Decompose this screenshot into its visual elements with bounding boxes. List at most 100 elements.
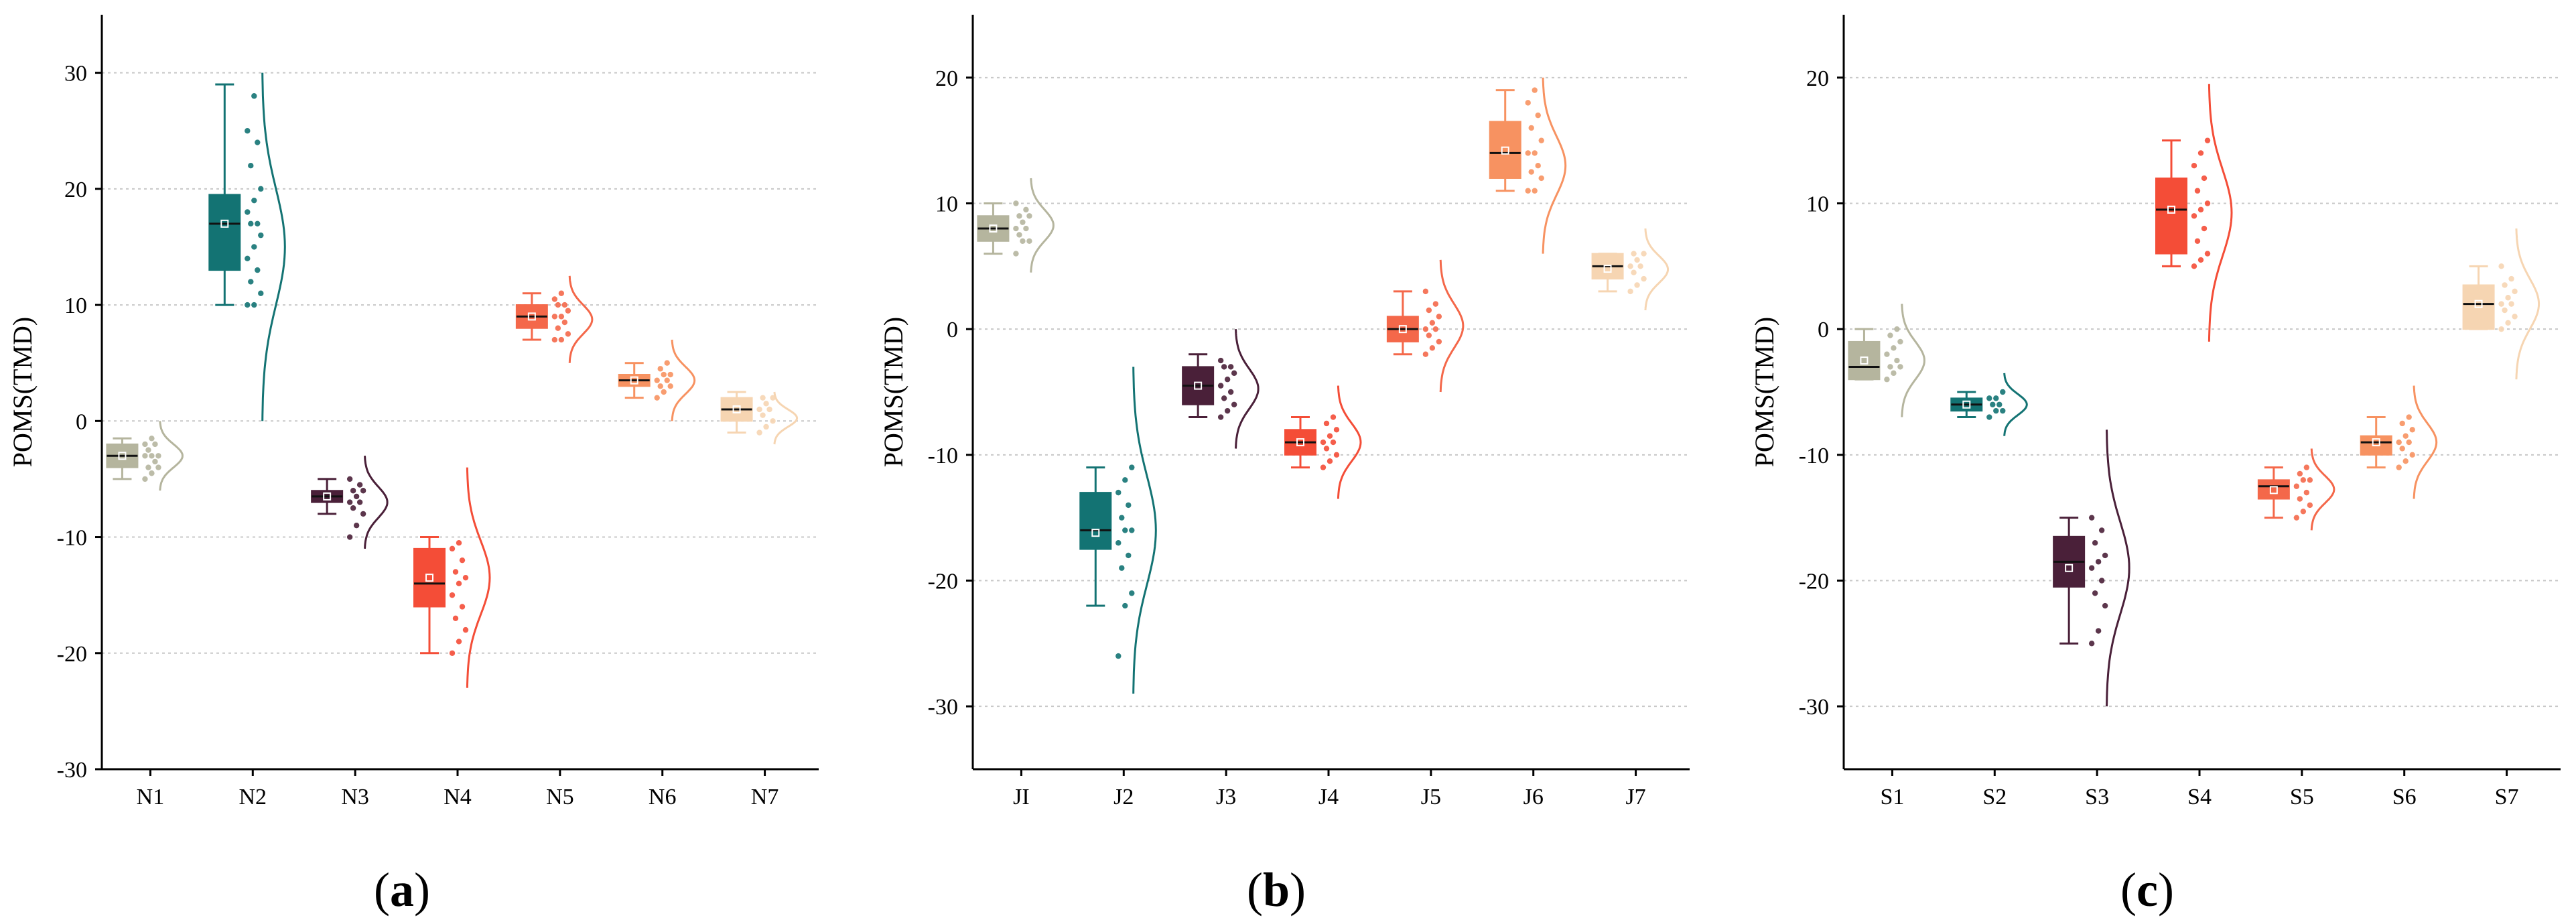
data-point	[1129, 527, 1135, 533]
data-point	[1119, 565, 1125, 571]
mean-marker	[323, 492, 332, 501]
data-point	[1013, 251, 1019, 257]
group-S4: S4	[2155, 84, 2233, 809]
data-point	[1422, 351, 1429, 357]
mean-marker	[1091, 529, 1100, 537]
data-point	[145, 447, 151, 453]
data-point	[2508, 301, 2514, 307]
y-tick-label: -10	[928, 444, 958, 468]
x-tick-label: J3	[1216, 785, 1236, 809]
x-tick-label: J4	[1318, 785, 1339, 809]
data-point	[654, 395, 660, 401]
mean-marker	[989, 224, 998, 233]
mean-marker	[1398, 325, 1407, 334]
data-point	[763, 423, 769, 430]
mean-marker	[1501, 146, 1509, 155]
data-point	[1436, 338, 1442, 345]
data-point	[258, 232, 264, 239]
data-point	[155, 453, 161, 459]
group-S1: S1	[1848, 304, 1925, 809]
data-point	[1227, 389, 1234, 395]
data-point	[558, 314, 565, 320]
data-point	[1432, 326, 1439, 332]
data-point	[1627, 263, 1633, 269]
data-point	[1634, 282, 1640, 288]
data-point	[2197, 257, 2204, 263]
data-point	[452, 569, 459, 575]
data-point	[353, 493, 360, 500]
data-point	[2191, 263, 2197, 269]
group-S7: S7	[2462, 228, 2540, 809]
data-point	[1996, 401, 2003, 407]
data-point	[760, 412, 766, 418]
data-point	[2297, 470, 2303, 477]
data-point	[558, 336, 565, 343]
data-point	[449, 592, 456, 598]
data-point	[1532, 150, 1538, 156]
data-point	[2293, 483, 2300, 489]
data-point	[1020, 238, 1026, 244]
data-point	[2297, 496, 2303, 502]
data-point	[1016, 213, 1022, 219]
data-point	[2201, 225, 2208, 232]
data-point	[1023, 206, 1029, 213]
data-point	[2402, 433, 2409, 439]
data-point	[1429, 345, 1436, 351]
data-point	[2512, 288, 2518, 295]
data-point	[1327, 433, 1333, 439]
data-point	[1013, 225, 1019, 232]
data-point	[1535, 112, 1541, 119]
data-point	[459, 557, 466, 564]
group-J5: J5	[1386, 259, 1465, 809]
y-tick-label: -20	[57, 642, 87, 667]
box	[1489, 121, 1521, 179]
panel-a: -30 -20 -10 0 10 20 30 POMS(TMD) (a) N1 N2 N3 N4 N5 N6…	[7, 15, 819, 917]
data-point	[1115, 540, 1122, 546]
density-curve	[2003, 373, 2028, 436]
data-point	[462, 626, 469, 633]
group-N4: N4	[413, 467, 491, 809]
data-point	[2505, 320, 2511, 326]
panel-c: -30 -20 -10 0 10 20 POMS(TMD) (c) S1 S2 S3 S4 S5 S6 S7	[1749, 15, 2561, 917]
data-point	[555, 325, 561, 331]
data-point	[1224, 377, 1231, 383]
data-point	[245, 209, 251, 215]
data-point	[2293, 515, 2300, 521]
data-point	[1525, 188, 1531, 194]
group-S5: S5	[2257, 448, 2335, 809]
data-point	[2191, 163, 2197, 169]
data-point	[1231, 401, 1237, 407]
data-point	[1891, 370, 1897, 377]
data-point	[152, 441, 158, 448]
data-point	[1129, 590, 1135, 596]
data-point	[561, 319, 568, 326]
data-point	[657, 383, 663, 389]
data-point	[1333, 427, 1340, 433]
data-point	[346, 499, 353, 505]
data-point	[2508, 275, 2514, 282]
data-point	[251, 302, 257, 308]
data-point	[661, 371, 667, 378]
data-point	[1122, 477, 1128, 483]
data-point	[2512, 314, 2518, 320]
data-point	[245, 255, 251, 261]
data-point	[2102, 602, 2108, 609]
data-point	[1525, 100, 1531, 106]
mean-marker	[220, 219, 229, 228]
data-point	[1525, 150, 1531, 156]
data-point	[2399, 420, 2405, 427]
data-point	[258, 186, 264, 192]
data-point	[1115, 489, 1122, 496]
density-curve	[2515, 228, 2540, 380]
data-point	[2088, 515, 2095, 521]
mean-marker	[2065, 564, 2074, 572]
mean-marker	[2269, 486, 2278, 494]
data-point	[360, 488, 366, 494]
y-tick-label: 30	[64, 62, 87, 86]
x-tick-label: N5	[546, 785, 574, 809]
data-point	[255, 220, 261, 227]
density-curve	[1901, 304, 1925, 417]
data-point	[561, 302, 568, 308]
data-point	[2505, 295, 2511, 301]
data-point	[245, 128, 251, 134]
